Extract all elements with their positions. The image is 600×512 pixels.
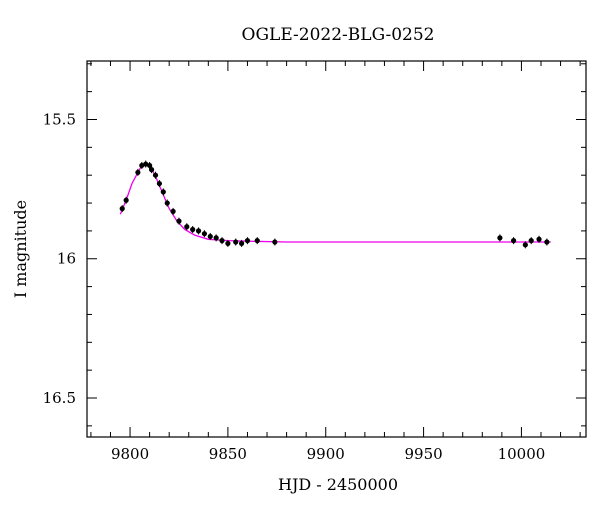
- data-point: [147, 162, 153, 169]
- y-tick-label: 15.5: [43, 110, 76, 128]
- x-axis-label: HJD - 2450000: [278, 475, 398, 494]
- data-point: [207, 233, 213, 240]
- data-point: [544, 239, 550, 245]
- data-point: [497, 235, 503, 241]
- data-point: [184, 224, 190, 230]
- data-point: [528, 238, 534, 244]
- data-point: [238, 240, 245, 247]
- data-point: [143, 161, 149, 167]
- data-point: [139, 162, 145, 169]
- x-tick-label: 10000: [498, 445, 546, 463]
- data-point: [244, 238, 251, 244]
- data-point: [195, 228, 202, 234]
- tick-labels: 9800 9850 9900 9950 10000 15.5 16 16.5: [43, 110, 546, 463]
- data-point: [135, 169, 141, 176]
- data-point: [148, 167, 155, 173]
- data-point: [170, 208, 176, 214]
- data-point: [272, 239, 278, 245]
- data-point: [176, 218, 182, 224]
- data-point: [536, 236, 542, 242]
- data-point: [522, 242, 528, 248]
- y-tick-label: 16: [57, 250, 76, 268]
- data-point: [156, 180, 163, 187]
- data-point: [164, 200, 170, 206]
- data-point: [152, 172, 159, 178]
- data-point: [510, 238, 517, 244]
- data-point: [201, 231, 208, 237]
- data-point: [213, 235, 219, 241]
- data-point: [190, 226, 196, 233]
- data-point: [119, 206, 125, 212]
- data-point: [225, 240, 231, 247]
- data-point: [160, 189, 166, 195]
- data-point: [254, 238, 260, 244]
- y-axis-label: I magnitude: [11, 200, 30, 298]
- plot-frame: [86, 60, 587, 438]
- data-point: [219, 238, 225, 244]
- x-tick-label: 9800: [111, 445, 149, 463]
- data-point: [233, 239, 239, 245]
- chart-title: OGLE-2022-BLG-0252: [242, 25, 435, 45]
- model-curve: [119, 161, 551, 243]
- y-tick-label: 16.5: [43, 389, 76, 407]
- data-point: [123, 197, 129, 203]
- x-tick-label: 9900: [307, 445, 345, 463]
- x-tick-label: 9950: [404, 445, 442, 463]
- x-tick-label: 9850: [209, 445, 247, 463]
- data-points: [119, 160, 550, 249]
- axis-ticks: [87, 61, 586, 437]
